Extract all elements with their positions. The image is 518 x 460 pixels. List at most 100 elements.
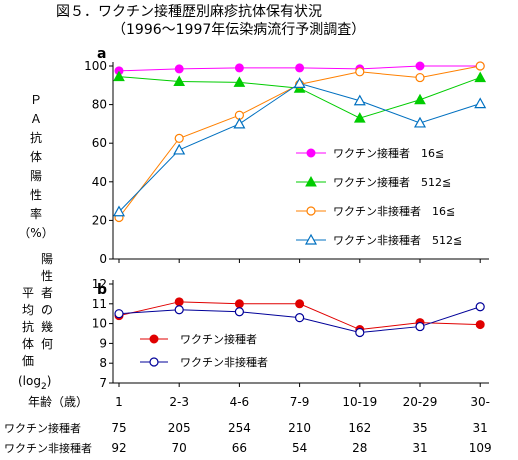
count-cell: 205 <box>168 421 191 435</box>
count-row-label: ワクチン非接種者 <box>4 441 92 455</box>
count-cell: 254 <box>228 421 251 435</box>
data-point-a <box>355 67 365 77</box>
count-cell: 54 <box>292 441 307 455</box>
x-tick-label: 30- <box>470 395 490 409</box>
data-point-a <box>415 72 425 83</box>
data-point-b <box>174 305 184 315</box>
data-point-a <box>173 143 186 155</box>
data-point-a <box>413 116 427 128</box>
count-row-label: ワクチン接種者 <box>4 421 81 435</box>
data-point-b <box>295 313 305 323</box>
y-axis-label-b-char: の <box>41 303 53 317</box>
legend-marker <box>149 334 159 344</box>
y-axis-label-a-char: 性 <box>30 188 42 202</box>
panel-a-chart: 0 20 40 60 80 100 ワクチン接種者 16≦ ワクチン接種者 512≦ ワクチン非… <box>84 59 489 266</box>
y-axis-label-a-char: 陽 <box>30 169 42 183</box>
x-axis-title: 年齢（歳） <box>28 394 88 409</box>
count-cell: 70 <box>172 441 187 455</box>
y-tick-label-b: 9 <box>99 336 107 350</box>
figure-title: 図５．ワクチン接種歴別麻疹抗体保有状況 <box>56 3 322 20</box>
count-cell: 210 <box>288 421 311 435</box>
y-axis-label-a-char: Ａ <box>30 112 42 126</box>
data-point-b <box>475 302 485 312</box>
count-cell: 28 <box>352 441 367 455</box>
legend-marker <box>304 233 318 245</box>
figure-subtitle: （1996～1997年伝染病流行予測調査） <box>112 22 365 38</box>
count-cell: 35 <box>412 421 427 435</box>
legend-label: ワクチン接種者 <box>180 332 257 346</box>
count-cell: 75 <box>111 421 126 435</box>
y-axis-unit-b: (log2) <box>18 374 51 392</box>
y-axis-label-b-char: 何 <box>41 337 53 351</box>
y-tick-label-b: 8 <box>99 356 107 370</box>
count-cell: 162 <box>348 421 371 435</box>
y-tick-label-b: 11 <box>92 297 107 311</box>
data-point-b <box>234 299 244 309</box>
y-tick-label-a: 100 <box>84 59 107 73</box>
legend-label: ワクチン接種者 512≦ <box>333 175 451 189</box>
x-tick-label: 7-9 <box>290 395 310 409</box>
legend-label: ワクチン非接種者 <box>180 355 268 369</box>
panel-a-label: a <box>97 46 106 62</box>
data-point-a <box>293 77 306 88</box>
y-tick-label-b: 12 <box>92 277 107 291</box>
legend-marker <box>306 148 316 158</box>
y-tick-label-b: 7 <box>99 376 107 390</box>
y-axis-label-a-char: 率 <box>30 206 42 221</box>
y-axis-label-b-char: 均 <box>22 303 34 317</box>
legend-marker <box>149 357 159 367</box>
data-point-b <box>234 307 244 317</box>
y-axis-label-b-char: 抗 <box>22 319 34 334</box>
y-axis-label-b-char: 性 <box>41 269 53 283</box>
data-point-a <box>415 61 425 71</box>
data-point-b <box>415 321 425 332</box>
x-axis-labels: 年齢（歳） 1 2-3 4-6 7-9 10-19 20-29 30- <box>28 394 490 409</box>
count-cell: 109 <box>469 441 492 455</box>
y-tick-label-a: 0 <box>99 252 107 266</box>
y-axis-label-b-char: 陽 <box>41 252 53 266</box>
data-point-a <box>112 205 126 217</box>
y-axis-label-b-char: 価 <box>22 354 34 368</box>
x-tick-label: 4-6 <box>230 395 250 409</box>
y-tick-label-b: 10 <box>92 317 107 331</box>
data-point-b <box>174 297 184 307</box>
data-point-a <box>234 63 244 73</box>
x-tick-label: 10-19 <box>342 395 377 409</box>
data-point-b <box>114 309 124 319</box>
y-axis-label-b-char: 体 <box>22 337 34 351</box>
y-axis-label-a-char: 抗 <box>30 130 42 145</box>
y-tick-label-a: 40 <box>92 175 107 189</box>
data-point-a <box>174 64 184 74</box>
x-tick-label: 20-29 <box>403 395 438 409</box>
y-tick-label-a: 20 <box>92 213 107 227</box>
data-point-a <box>233 117 246 129</box>
x-tick-label: 2-3 <box>169 395 189 409</box>
data-point-a <box>295 63 305 73</box>
data-point-a <box>353 94 366 106</box>
data-point-b <box>475 320 485 330</box>
data-point-a <box>474 97 487 109</box>
y-axis-label-a-char: Ｐ <box>30 93 42 107</box>
data-point-b <box>355 327 365 338</box>
data-point-a <box>474 71 487 83</box>
x-tick-label: 1 <box>115 395 123 409</box>
legend-a: ワクチン接種者 16≦ ワクチン接種者 512≦ ワクチン非接種者 16≦ ワクチン非… <box>296 146 462 247</box>
count-cell: 66 <box>232 441 247 455</box>
data-point-a <box>174 133 184 143</box>
legend-label: ワクチン非接種者 16≦ <box>333 204 455 218</box>
y-axis-label-a-char: （%） <box>18 226 53 240</box>
panel-b-label: b <box>97 282 107 298</box>
data-point-a <box>353 112 366 123</box>
data-point-a <box>414 93 426 105</box>
count-cell: 92 <box>111 441 126 455</box>
y-axis-label-a-char: 体 <box>30 150 42 164</box>
y-axis-label-b-char: 平 <box>22 286 34 300</box>
data-point-a <box>113 70 125 82</box>
y-tick-label-a: 60 <box>92 136 107 150</box>
data-point-a <box>233 76 246 87</box>
count-cell: 31 <box>412 441 427 455</box>
legend-label: ワクチン接種者 16≦ <box>333 146 444 160</box>
